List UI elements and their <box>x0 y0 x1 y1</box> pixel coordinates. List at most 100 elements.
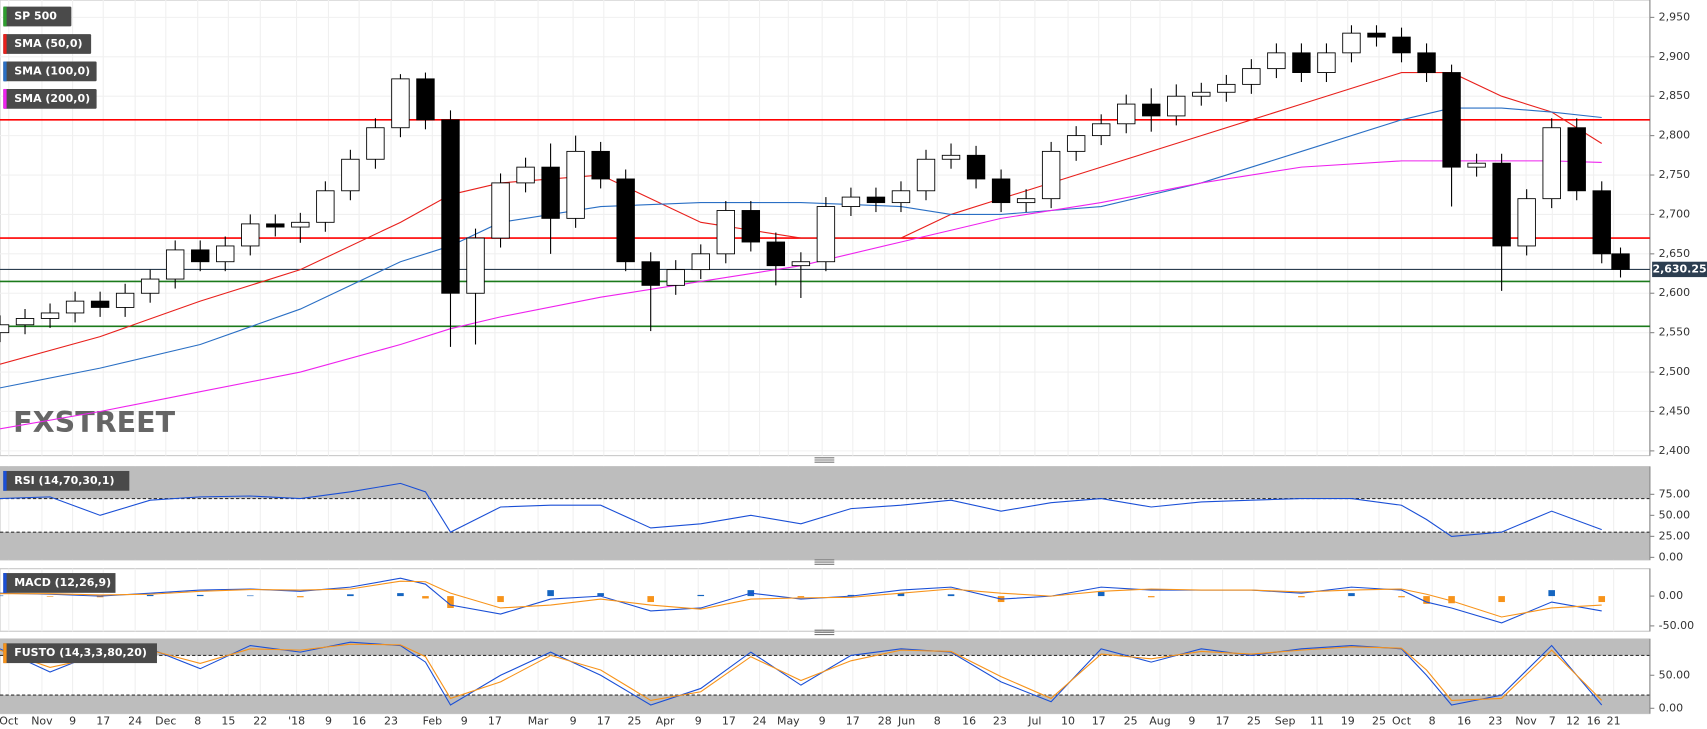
candle-body <box>1091 123 1111 137</box>
candle-body <box>1342 32 1361 54</box>
histogram-bar <box>1498 596 1505 603</box>
candle-body <box>941 154 961 160</box>
y-tick-label: 2,950 <box>1659 10 1690 23</box>
indicator-line <box>0 482 1602 537</box>
x-tick-label: Feb <box>423 714 442 727</box>
x-tick-label: 22 <box>253 714 267 727</box>
candle-body <box>1142 103 1161 117</box>
candle-body <box>291 221 310 228</box>
y-tick-label: 2,550 <box>1659 326 1690 339</box>
x-tick-label: 24 <box>128 714 142 727</box>
x-tick-label: 23 <box>1488 714 1502 727</box>
histogram-bar <box>1448 596 1455 604</box>
candle-body <box>1611 253 1630 270</box>
candle-body <box>491 182 510 239</box>
panel-label: MACD (12,26,9) <box>14 576 111 589</box>
x-tick-label: 25 <box>627 714 641 727</box>
candle-body <box>1317 52 1336 73</box>
histogram-bar <box>1348 593 1355 597</box>
x-tick-label: 23 <box>993 714 1007 727</box>
candle-body <box>1542 127 1561 200</box>
legend-label: SMA (50,0) <box>14 37 82 50</box>
candle-body <box>1392 36 1411 54</box>
x-tick-label: 17 <box>96 714 110 727</box>
x-tick-label: 25 <box>1247 714 1261 727</box>
y-tick-label: -50.00 <box>1659 619 1694 632</box>
last-price-box <box>1652 261 1707 278</box>
indicator-line <box>0 643 1603 701</box>
y-tick-label: 0.00 <box>1659 550 1683 563</box>
y-tick-label: 50.00 <box>1659 668 1690 681</box>
x-tick-label: May <box>777 714 800 727</box>
candle-body <box>991 178 1011 204</box>
x-tick-label: 9 <box>325 714 332 727</box>
candle-body <box>1242 68 1261 85</box>
candle-body <box>441 119 460 294</box>
candle-body <box>866 196 886 204</box>
x-tick-label: Jun <box>897 714 915 727</box>
candle-body <box>1041 150 1061 200</box>
candle-body <box>1442 72 1461 168</box>
candle-body <box>0 324 10 334</box>
candle-body <box>741 210 761 243</box>
y-tick-label: 0.00 <box>1659 589 1683 602</box>
panel-label-box <box>3 573 116 593</box>
candle-body <box>1217 83 1236 93</box>
x-tick-label: Dec <box>155 714 176 727</box>
panel-label-swatch <box>3 573 7 593</box>
x-tick-label: 8 <box>1429 714 1436 727</box>
candle-body <box>40 312 60 319</box>
panel-label: RSI (14,70,30,1) <box>14 474 114 487</box>
legend-box <box>3 6 72 27</box>
y-tick-label: 25.00 <box>1659 529 1690 542</box>
x-tick-label: Apr <box>656 714 675 727</box>
candle-body <box>1417 52 1436 73</box>
candle-body <box>541 166 560 219</box>
candle-body <box>341 158 360 192</box>
panel-label-swatch <box>3 470 7 491</box>
candle-body <box>416 78 435 121</box>
x-tick-label: 8 <box>194 714 201 727</box>
x-tick-label: 16 <box>962 714 976 727</box>
histogram-bar <box>847 594 855 597</box>
y-tick-label: 2,700 <box>1659 207 1690 220</box>
histogram-bar <box>397 593 404 597</box>
y-tick-label: 2,500 <box>1659 365 1690 378</box>
histogram-bar <box>447 596 454 609</box>
y-tick-label: 2,900 <box>1659 50 1690 63</box>
candle-body <box>316 190 335 223</box>
x-tick-label: 16 <box>352 714 366 727</box>
candle-body <box>216 245 235 263</box>
candle-body <box>1066 135 1086 152</box>
histogram-bar <box>947 594 955 597</box>
x-tick-label: Sep <box>1275 714 1296 727</box>
legend-box <box>3 61 97 82</box>
x-tick-label: Oct <box>1392 714 1412 727</box>
indicator-line <box>0 577 1602 624</box>
x-tick-label: 10 <box>1061 714 1075 727</box>
histogram-bar <box>422 596 429 599</box>
candle-body <box>1517 198 1536 247</box>
candle-body <box>1117 103 1136 125</box>
histogram-bar <box>547 590 554 597</box>
histogram-bar <box>1598 596 1606 603</box>
candle-body <box>1592 190 1611 255</box>
legend-label: SMA (200,0) <box>14 92 90 105</box>
x-tick-label: 9 <box>69 714 76 727</box>
x-tick-label: 11 <box>1310 714 1324 727</box>
histogram-bar <box>297 596 304 598</box>
x-tick-label: 7 <box>1549 714 1556 727</box>
x-tick-label: 17 <box>846 714 860 727</box>
legend-swatch <box>3 34 7 54</box>
last-price-label: 2,630.25 <box>1652 262 1706 275</box>
candle-body <box>766 241 786 267</box>
histogram-bar <box>0 595 4 597</box>
candle-body <box>391 78 410 129</box>
candle-body <box>466 237 485 294</box>
candle-body <box>90 300 110 308</box>
candle-body <box>516 166 535 184</box>
histogram-bar <box>46 596 54 597</box>
y-tick-label: 2,850 <box>1659 89 1690 102</box>
